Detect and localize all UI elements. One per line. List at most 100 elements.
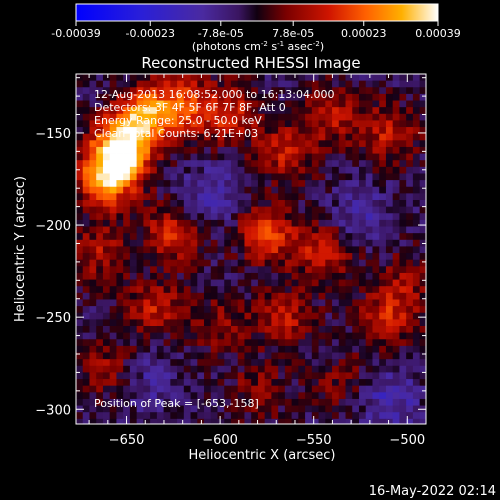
heatmap-cell [318, 193, 326, 201]
heatmap-cell [102, 239, 111, 247]
heatmap-cell [298, 279, 306, 287]
heatmap-cell [96, 193, 104, 201]
heatmap-cell [244, 233, 252, 241]
heatmap-cell [82, 193, 90, 201]
heatmap-cell [412, 127, 421, 135]
heatmap-cell [109, 153, 117, 161]
heatmap-cell [284, 299, 293, 307]
heatmap-cell [204, 266, 212, 274]
heatmap-cell [298, 379, 306, 387]
heatmap-cell [412, 226, 421, 234]
heatmap-cell [244, 219, 252, 227]
heatmap-cell [291, 379, 299, 387]
heatmap-cell [156, 180, 164, 188]
heatmap-cell [129, 365, 138, 373]
heatmap-cell [197, 405, 205, 413]
heatmap-cell [284, 140, 293, 148]
heatmap-cell [278, 266, 286, 274]
heatmap-cell [76, 100, 84, 108]
heatmap-cell [156, 292, 164, 300]
heatmap-cell [318, 153, 326, 161]
heatmap-cell [345, 213, 353, 221]
heatmap-cell [311, 332, 319, 340]
heatmap-cell [230, 266, 239, 274]
heatmap-cell [264, 365, 272, 373]
heatmap-cell [325, 219, 333, 227]
heatmap-cell [143, 359, 151, 367]
heatmap-cell [332, 272, 340, 280]
heatmap-cell [183, 345, 191, 353]
heatmap-cell [109, 160, 117, 168]
heatmap-cell [96, 385, 104, 393]
heatmap-cell [76, 206, 84, 214]
heatmap-cell [406, 253, 414, 261]
heatmap-cell [358, 166, 367, 174]
heatmap-cell [338, 359, 346, 367]
heatmap-cell [379, 233, 387, 241]
heatmap-cell [271, 292, 279, 300]
heatmap-cell [325, 372, 333, 380]
heatmap-cell [251, 345, 259, 353]
heatmap-cell [298, 173, 306, 181]
heatmap-cell [170, 306, 178, 314]
heatmap-cell [129, 359, 138, 367]
heatmap-cell [385, 213, 394, 221]
heatmap-cell [204, 200, 212, 208]
heatmap-cell [419, 385, 426, 393]
heatmap-cell [163, 385, 171, 393]
heatmap-cell [325, 312, 333, 320]
heatmap-cell [76, 279, 84, 287]
heatmap-cell [210, 379, 218, 387]
heatmap-cell [150, 226, 158, 234]
heatmap-cell [379, 359, 387, 367]
heatmap-cell [136, 246, 144, 254]
heatmap-cell [183, 259, 191, 267]
heatmap-cell [109, 120, 117, 128]
heatmap-cell [197, 100, 205, 108]
heatmap-cell [76, 253, 84, 261]
heatmap-cell [217, 166, 225, 174]
heatmap-cell [217, 352, 225, 360]
heatmap-cell [76, 233, 84, 241]
heatmap-cell [156, 259, 164, 267]
heatmap-cell [311, 146, 319, 154]
heatmap-cell [338, 312, 346, 320]
heatmap-cell [392, 253, 400, 261]
heatmap-cell [143, 326, 151, 334]
heatmap-cell [197, 113, 205, 121]
heatmap-cell [82, 200, 90, 208]
heatmap-cell [291, 206, 299, 214]
heatmap-cell [109, 359, 117, 367]
heatmap-cell [399, 74, 407, 82]
heatmap-cell [82, 226, 90, 234]
heatmap-cell [224, 266, 232, 274]
heatmap-cell [210, 100, 218, 108]
heatmap-cell [305, 146, 313, 154]
heatmap-cell [123, 385, 131, 393]
heatmap-cell [385, 80, 394, 88]
heatmap-cell [358, 200, 367, 208]
heatmap-cell [150, 140, 158, 148]
heatmap-cell [150, 186, 158, 194]
heatmap-cell [102, 352, 111, 360]
heatmap-cell [150, 379, 158, 387]
heatmap-cell [399, 160, 407, 168]
heatmap-cell [76, 259, 84, 267]
heatmap-cell [116, 405, 124, 413]
heatmap-cell [318, 299, 326, 307]
heatmap-cell [129, 259, 138, 267]
heatmap-cell [129, 219, 138, 227]
heatmap-cell [291, 352, 299, 360]
heatmap-cell [183, 193, 191, 201]
heatmap-cell [102, 153, 111, 161]
heatmap-cell [257, 74, 266, 82]
heatmap-cell [251, 93, 259, 101]
heatmap-cell [385, 385, 394, 393]
heatmap-cell [318, 100, 326, 108]
heatmap-cell [244, 359, 252, 367]
heatmap-cell [163, 292, 171, 300]
heatmap-cell [190, 412, 198, 420]
heatmap-cell [358, 279, 367, 287]
heatmap-cell [82, 107, 90, 115]
heatmap-cell [372, 226, 380, 234]
